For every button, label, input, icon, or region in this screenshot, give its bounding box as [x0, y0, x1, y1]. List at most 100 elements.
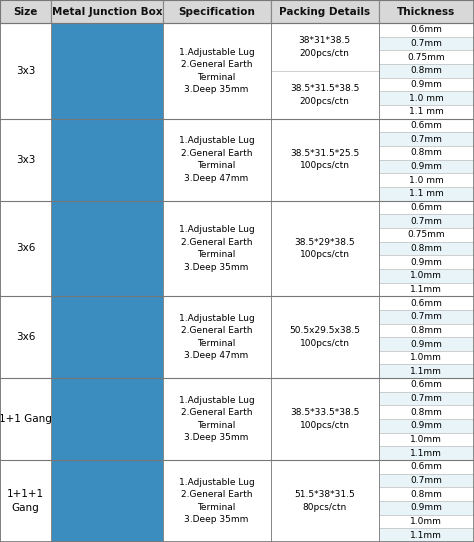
Bar — [163, 378, 271, 460]
Bar — [271, 201, 379, 296]
Bar — [271, 23, 379, 119]
Bar — [0, 119, 51, 201]
Bar — [0, 378, 51, 460]
Bar — [0, 0, 51, 23]
Bar — [379, 419, 474, 433]
Bar — [379, 324, 474, 337]
Bar — [51, 23, 163, 119]
Bar — [379, 337, 474, 351]
Bar — [379, 515, 474, 528]
Text: 0.6mm: 0.6mm — [410, 121, 442, 130]
Text: 1.0 mm: 1.0 mm — [409, 94, 444, 103]
Text: Metal Junction Box: Metal Junction Box — [52, 7, 162, 17]
Text: Thickness: Thickness — [397, 7, 456, 17]
Text: 0.7mm: 0.7mm — [410, 217, 442, 225]
Bar — [379, 433, 474, 447]
Text: 50.5x29.5x38.5
100pcs/ctn: 50.5x29.5x38.5 100pcs/ctn — [289, 326, 360, 348]
Text: 1.1mm: 1.1mm — [410, 367, 442, 376]
Text: 0.9mm: 0.9mm — [410, 162, 442, 171]
Text: 0.7mm: 0.7mm — [410, 312, 442, 321]
Bar — [163, 119, 271, 201]
Text: 1.Adjustable Lug
2.General Earth
Terminal
3.Deep 35mm: 1.Adjustable Lug 2.General Earth Termina… — [179, 225, 255, 272]
Text: 0.6mm: 0.6mm — [410, 299, 442, 307]
Bar — [0, 296, 51, 378]
Text: 0.9mm: 0.9mm — [410, 339, 442, 349]
Text: 0.7mm: 0.7mm — [410, 394, 442, 403]
Text: 3x6: 3x6 — [16, 332, 35, 342]
Text: 1.1mm: 1.1mm — [410, 449, 442, 458]
Bar — [51, 201, 163, 296]
Bar — [51, 296, 163, 378]
Bar — [379, 228, 474, 242]
Bar — [379, 78, 474, 92]
Text: 38.5*29*38.5
100pcs/ctn: 38.5*29*38.5 100pcs/ctn — [294, 237, 355, 259]
Bar — [51, 0, 163, 23]
Bar — [51, 119, 163, 201]
Bar — [379, 255, 474, 269]
Bar — [379, 242, 474, 255]
Text: 0.6mm: 0.6mm — [410, 380, 442, 390]
Text: 0.9mm: 0.9mm — [410, 422, 442, 430]
Bar — [379, 132, 474, 146]
Text: 1.0 mm: 1.0 mm — [409, 176, 444, 185]
Bar — [379, 23, 474, 37]
Bar — [271, 378, 379, 460]
Text: 1.Adjustable Lug
2.General Earth
Terminal
3.Deep 35mm: 1.Adjustable Lug 2.General Earth Termina… — [179, 478, 255, 524]
Bar — [379, 392, 474, 405]
Bar — [379, 474, 474, 487]
Bar — [379, 310, 474, 324]
Bar — [379, 269, 474, 282]
Text: 0.8mm: 0.8mm — [410, 490, 442, 499]
Bar — [379, 447, 474, 460]
Bar — [379, 501, 474, 515]
Bar — [379, 187, 474, 201]
Text: 0.6mm: 0.6mm — [410, 462, 442, 472]
Bar — [271, 119, 379, 201]
Text: 1.1 mm: 1.1 mm — [409, 107, 444, 117]
Bar — [379, 378, 474, 392]
Text: 0.8mm: 0.8mm — [410, 67, 442, 75]
Text: 0.6mm: 0.6mm — [410, 203, 442, 212]
Bar — [163, 460, 271, 542]
Bar — [271, 296, 379, 378]
Bar — [163, 201, 271, 296]
Bar — [0, 460, 51, 542]
Text: 38.5*33.5*38.5
100pcs/ctn: 38.5*33.5*38.5 100pcs/ctn — [290, 408, 359, 430]
Text: 0.9mm: 0.9mm — [410, 504, 442, 512]
Bar — [379, 37, 474, 50]
Bar — [271, 0, 379, 23]
Text: 0.8mm: 0.8mm — [410, 408, 442, 417]
Bar — [379, 160, 474, 173]
Text: 0.8mm: 0.8mm — [410, 326, 442, 335]
Bar — [0, 23, 51, 119]
Bar — [379, 50, 474, 64]
Bar — [379, 0, 474, 23]
Bar — [379, 146, 474, 160]
Text: 51.5*38*31.5
80pcs/ctn: 51.5*38*31.5 80pcs/ctn — [294, 491, 355, 512]
Text: 1.0mm: 1.0mm — [410, 271, 442, 280]
Bar — [379, 105, 474, 119]
Bar — [379, 405, 474, 419]
Text: 0.8mm: 0.8mm — [410, 149, 442, 157]
Text: 1.Adjustable Lug
2.General Earth
Terminal
3.Deep 35mm: 1.Adjustable Lug 2.General Earth Termina… — [179, 48, 255, 94]
Bar — [51, 378, 163, 460]
Text: 0.7mm: 0.7mm — [410, 134, 442, 144]
Text: 0.9mm: 0.9mm — [410, 80, 442, 89]
Text: 0.6mm: 0.6mm — [410, 25, 442, 35]
Text: 0.75mm: 0.75mm — [408, 53, 445, 62]
Bar — [379, 282, 474, 296]
Text: 0.7mm: 0.7mm — [410, 476, 442, 485]
Bar — [51, 460, 163, 542]
Text: 1+1+1
Gang: 1+1+1 Gang — [7, 489, 44, 513]
Text: 38*31*38.5
200pcs/ctn: 38*31*38.5 200pcs/ctn — [299, 36, 351, 58]
Text: 1.1 mm: 1.1 mm — [409, 189, 444, 198]
Text: 1+1 Gang: 1+1 Gang — [0, 414, 52, 424]
Text: 0.9mm: 0.9mm — [410, 257, 442, 267]
Text: Packing Details: Packing Details — [279, 7, 370, 17]
Text: 1.Adjustable Lug
2.General Earth
Terminal
3.Deep 35mm: 1.Adjustable Lug 2.General Earth Termina… — [179, 396, 255, 442]
Text: 1.0mm: 1.0mm — [410, 435, 442, 444]
Bar — [379, 201, 474, 214]
Text: Size: Size — [13, 7, 38, 17]
Text: 38.5*31.5*38.5
200pcs/ctn: 38.5*31.5*38.5 200pcs/ctn — [290, 84, 359, 106]
Bar — [0, 201, 51, 296]
